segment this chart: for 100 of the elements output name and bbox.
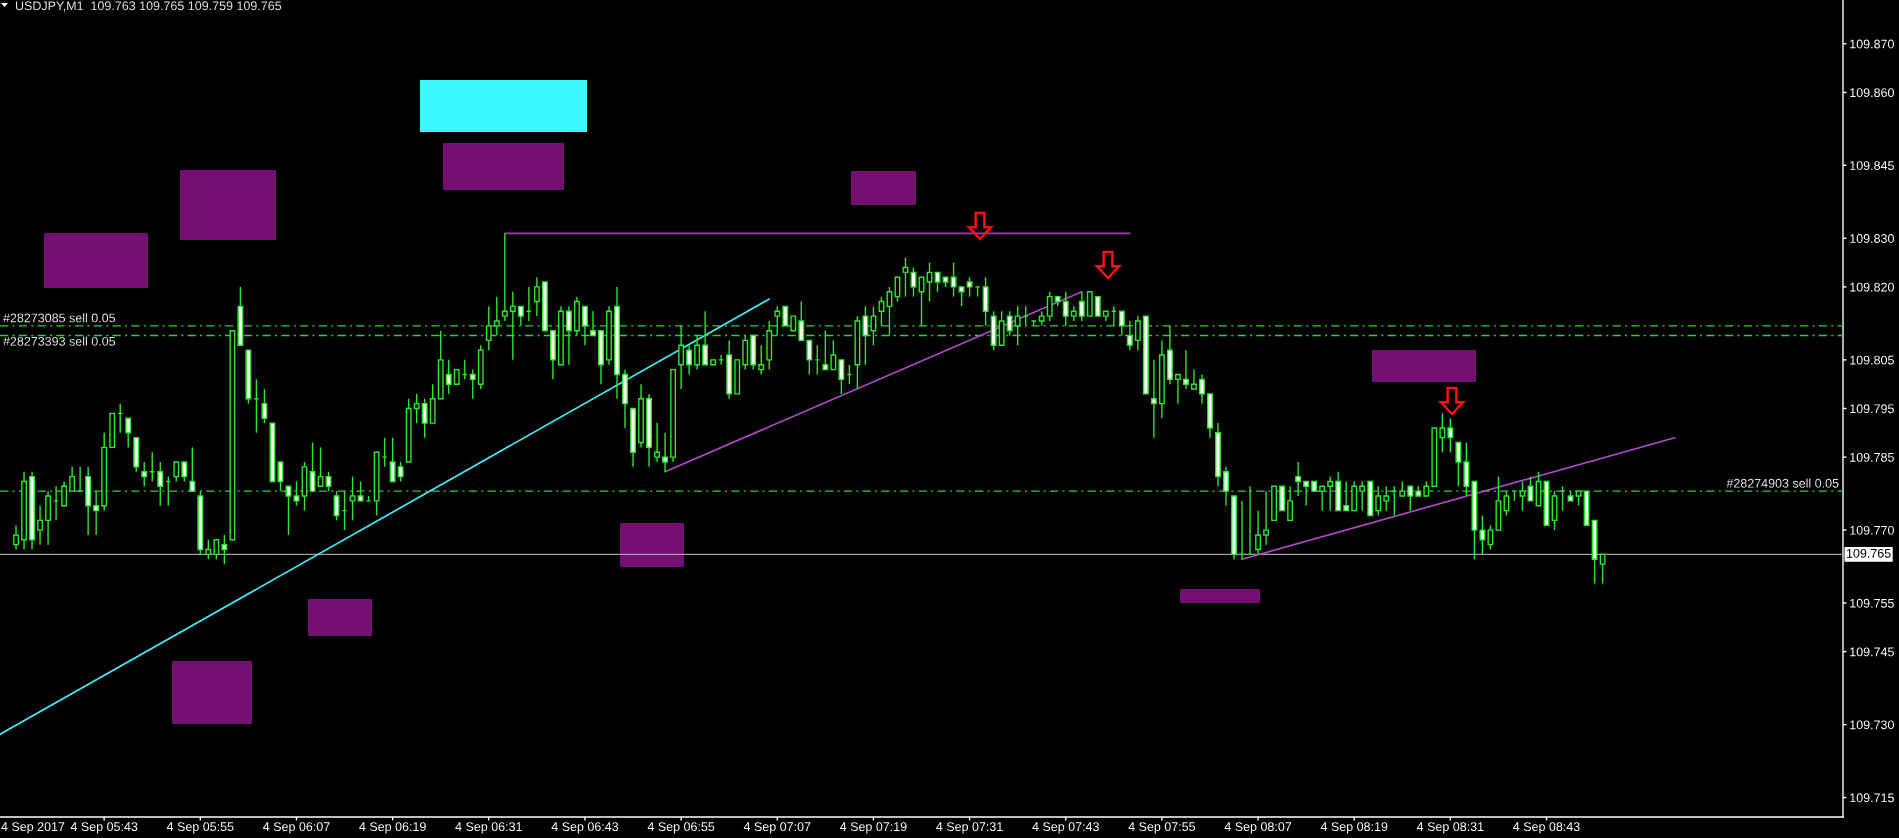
x-tick-label: 4 Sep 07:55 [1128, 822, 1196, 834]
candlestick [1199, 373, 1205, 405]
candlestick [1447, 417, 1454, 453]
x-tick-label: 4 Sep 08:19 [1320, 822, 1388, 834]
candlestick [758, 344, 765, 376]
x-tick-label: 4 Sep 06:19 [359, 822, 426, 834]
candlestick [421, 398, 428, 439]
x-tick-label: 4 Sep 06:31 [455, 822, 522, 834]
candlestick [389, 436, 396, 483]
candlestick [838, 359, 845, 395]
y-tick-label: 109.860 [1850, 88, 1894, 98]
candlestick [493, 295, 500, 337]
candlestick [357, 480, 364, 502]
candlestick [261, 388, 268, 424]
x-tick-label: 4 Sep 05:43 [70, 822, 138, 834]
x-tick-label: 4 Sep 08:43 [1513, 822, 1580, 834]
candlestick [93, 490, 100, 536]
candlestick [774, 305, 781, 337]
candlestick [678, 325, 685, 390]
candlestick [1303, 480, 1310, 507]
candlestick [413, 393, 420, 424]
candlestick [1375, 485, 1382, 517]
candlestick [349, 475, 356, 522]
candlestick [69, 466, 76, 492]
candlestick [213, 539, 220, 560]
candlestick [822, 329, 829, 371]
candlestick [582, 305, 588, 346]
candlestick [1359, 480, 1366, 512]
candlestick [293, 480, 300, 507]
candlestick [141, 461, 148, 488]
y-tick-label: 109.715 [1850, 793, 1894, 803]
ref-line-label: 109.765 [1846, 548, 1891, 558]
candlestick [1062, 291, 1069, 327]
candlestick [1094, 295, 1101, 317]
candlestick [125, 417, 132, 449]
candlestick [830, 339, 837, 371]
candlestick [694, 334, 701, 371]
candlestick [1327, 475, 1334, 512]
x-tick-label: 4 Sep 06:55 [647, 822, 715, 834]
candlestick [958, 286, 965, 308]
y-tick-label: 109.730 [1850, 720, 1894, 730]
candlestick [686, 344, 693, 376]
candlestick [1343, 480, 1350, 512]
candlestick [1046, 291, 1053, 322]
candlestick [517, 305, 524, 327]
candlestick [61, 480, 68, 507]
y-tick-label: 109.770 [1850, 525, 1894, 535]
x-tick-label: 4 Sep 07:07 [743, 822, 811, 834]
candlestick [469, 368, 476, 400]
y-tick-label: 109.820 [1850, 282, 1894, 292]
candlestick [1118, 310, 1125, 337]
candlestick [1078, 291, 1085, 322]
candlestick [1319, 485, 1326, 512]
x-tick-label: 4 Sep 08:31 [1416, 822, 1484, 834]
x-tick-label: 4 Sep 07:31 [936, 822, 1003, 834]
candlestick [870, 305, 877, 346]
candlestick [702, 310, 709, 366]
candlestick [1439, 412, 1446, 453]
candlestick [565, 305, 572, 366]
candlestick [662, 432, 669, 473]
candlestick [1006, 310, 1013, 337]
candlestick [205, 539, 212, 560]
candlestick [173, 461, 180, 483]
y-tick-label: 109.785 [1850, 452, 1894, 462]
candlestick [1174, 373, 1181, 405]
candlestick [485, 305, 492, 351]
candlestick [445, 359, 452, 395]
y-tick-label: 109.845 [1850, 161, 1894, 170]
candlestick [1223, 466, 1229, 507]
x-tick-label: 4 Sep 07:43 [1032, 822, 1099, 834]
candlestick [806, 339, 813, 376]
y-tick-label: 109.830 [1850, 234, 1894, 243]
candlestick [1150, 359, 1157, 439]
candlestick [533, 276, 540, 317]
candlestick [590, 310, 596, 337]
candlestick [878, 295, 885, 327]
candlestick [1455, 441, 1462, 488]
candlestick [1126, 320, 1133, 351]
candlestick [782, 305, 789, 327]
candlestick [1263, 490, 1269, 546]
candlestick [1134, 315, 1141, 351]
candlestick [1287, 485, 1294, 522]
x-tick-label: 4 Sep 05:55 [166, 822, 234, 834]
candlestick [654, 422, 661, 463]
candlestick [966, 276, 973, 298]
x-tick-label: 4 Sep 06:43 [551, 822, 619, 834]
y-tick-label: 109.755 [1850, 598, 1894, 608]
candlestick [862, 305, 869, 366]
chart-title: USDJPY,M1 109.763 109.765 109.759 109.765 [15, 1, 282, 12]
candlestick [221, 534, 228, 565]
candlestick [1255, 509, 1261, 556]
candlestick [509, 291, 516, 361]
y-tick-label: 109.805 [1850, 355, 1894, 365]
candlestick [397, 461, 404, 483]
ref-line-label: #28273085 sell 0.05 [3, 313, 116, 323]
candlestick [1407, 485, 1414, 512]
candlestick [1191, 368, 1197, 390]
ref-line-label: #28274903 sell 0.05 [1726, 478, 1839, 488]
candlestick [1014, 305, 1021, 346]
candlestick [13, 524, 19, 551]
